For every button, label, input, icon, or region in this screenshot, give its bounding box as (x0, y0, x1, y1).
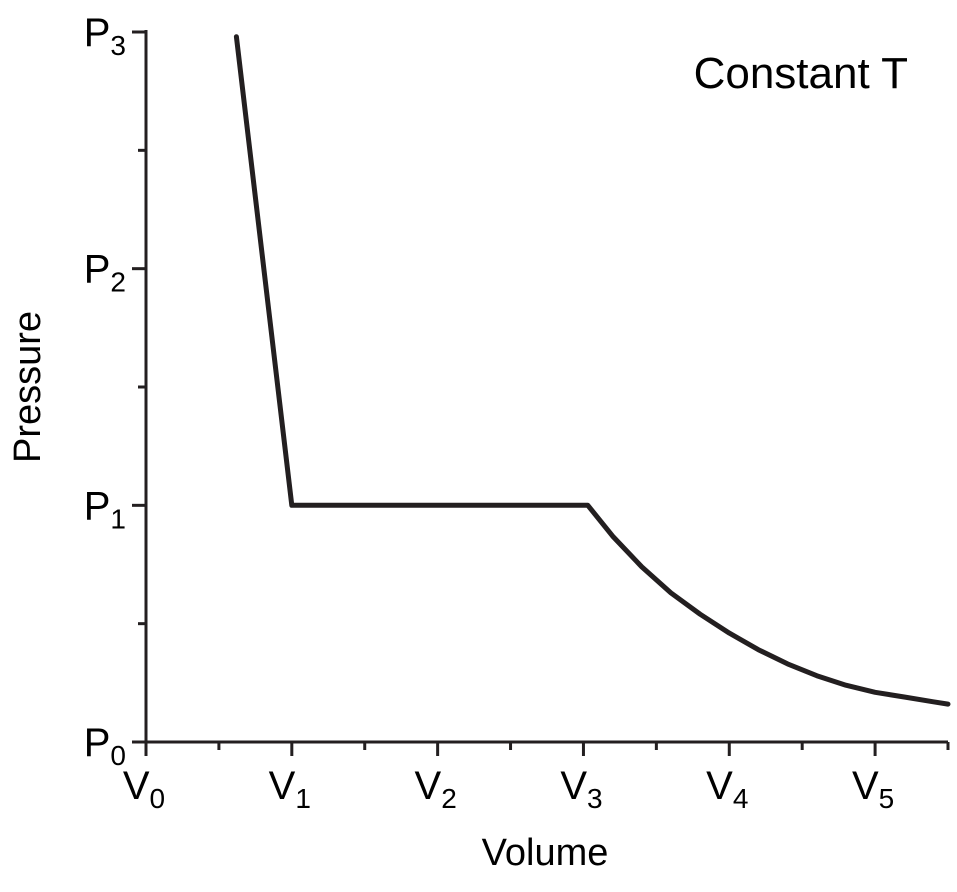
constant-t-annotation: Constant T (694, 49, 908, 98)
x-tick-label-4: V4 (706, 764, 748, 814)
x-tick-label-0: V0 (123, 764, 165, 814)
axes (144, 30, 948, 744)
y-tick-label-3: P3 (84, 11, 126, 61)
x-tick-label-2: V2 (415, 764, 457, 814)
y-tick-label-2: P2 (84, 248, 126, 298)
series-line (233, 34, 951, 707)
y-tick-label-1: P1 (84, 484, 126, 534)
x-tick-label-5: V5 (852, 764, 894, 814)
y-tick-label-0: P0 (84, 721, 126, 771)
y-axis-label: Pressure (7, 311, 49, 463)
x-axis-label: Volume (482, 832, 609, 874)
ticks (132, 30, 950, 756)
tick-labels: V0 V1 V2 V3 V4 V5 P0 P1 P2 P3 (84, 11, 894, 814)
x-tick-label-1: V1 (269, 764, 311, 814)
x-tick-label-3: V3 (560, 764, 602, 814)
